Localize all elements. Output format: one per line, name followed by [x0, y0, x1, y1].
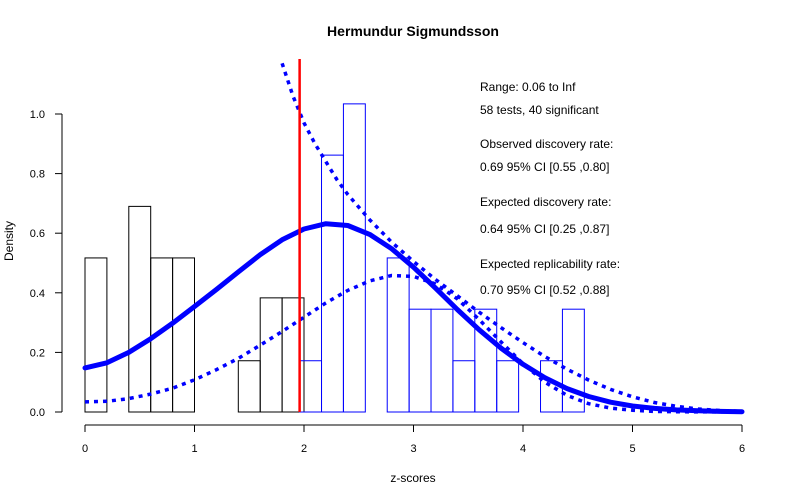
significant-bar [430, 308, 454, 413]
nonsignificant-bar [259, 297, 283, 413]
significant-bar [342, 103, 366, 413]
significant-bar [408, 308, 432, 413]
significant-bar [299, 360, 323, 413]
x-tick-label: 3 [410, 443, 416, 455]
annotation-text: Expected replicability rate: [480, 257, 620, 271]
nonsignificant-bar [84, 257, 108, 413]
nonsignificant-bar [172, 257, 196, 413]
nonsignificant-bar [237, 360, 261, 413]
x-tick-label: 5 [629, 443, 635, 455]
y-tick-label: 0.8 [30, 169, 45, 181]
y-tick-label: 0.6 [30, 228, 45, 240]
significant-bar [321, 154, 344, 413]
fitted-density-curve [82, 221, 745, 415]
y-tick-label: 0.4 [30, 288, 45, 300]
chart-title: Hermundur Sigmundsson [327, 23, 499, 39]
nonsignificant-bar [128, 205, 152, 413]
annotations: Range: 0.06 to Inf 58 tests, 40 significa… [480, 80, 620, 297]
axes: 0 1 2 3 4 5 6 0.0 0.2 0.4 0.6 0.8 1.0 [30, 109, 745, 455]
lower-ci-curve [84, 273, 743, 414]
y-tick-label: 1.0 [30, 109, 45, 121]
y-axis-label: Density [2, 221, 16, 261]
x-tick-label: 0 [82, 443, 88, 455]
annotation-text: Observed discovery rate: [480, 137, 613, 151]
annotation-text: 58 tests, 40 significant [480, 103, 599, 117]
significant-bar [452, 360, 476, 413]
upper-ci-curve [280, 62, 743, 414]
y-tick-label: 0.2 [30, 347, 45, 359]
significant-bar [496, 360, 520, 413]
x-tick-label: 2 [301, 443, 307, 455]
density-curves [82, 59, 745, 415]
significant-bar [474, 308, 498, 413]
annotation-text: 0.70 95% CI [0.52 ,0.88] [480, 283, 609, 297]
annotation-text: Range: 0.06 to Inf [480, 80, 576, 94]
x-tick-label: 1 [191, 443, 197, 455]
x-axis-label: z-scores [390, 471, 435, 485]
significant-bar [386, 257, 410, 413]
annotation-text: 0.69 95% CI [0.55 ,0.80] [480, 160, 609, 174]
significant-bar [561, 308, 585, 413]
nonsignificant-bar [281, 297, 305, 413]
x-tick-label: 4 [520, 443, 526, 455]
y-tick-label: 0.0 [30, 407, 45, 419]
x-tick-label: 6 [739, 443, 745, 455]
annotation-text: Expected discovery rate: [480, 195, 611, 209]
annotation-text: 0.64 95% CI [0.25 ,0.87] [480, 222, 609, 236]
